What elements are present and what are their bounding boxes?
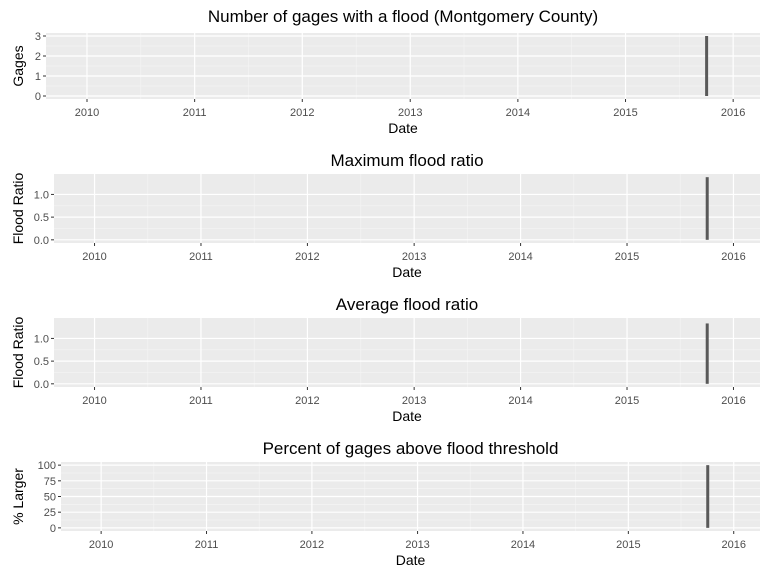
y-tick-label: 3 bbox=[35, 31, 41, 43]
x-tick-label: 2010 bbox=[89, 539, 113, 551]
x-tick-label: 2010 bbox=[75, 107, 99, 119]
y-tick-label: 1 bbox=[35, 71, 41, 83]
data-bar bbox=[705, 36, 709, 96]
y-axis-title: % Larger bbox=[10, 468, 26, 525]
data-bar bbox=[705, 323, 709, 384]
y-tick-label: 2 bbox=[35, 51, 41, 63]
x-tick-label: 2012 bbox=[290, 107, 314, 119]
x-tick-label: 2012 bbox=[295, 251, 319, 263]
y-tick-label: 0 bbox=[50, 523, 56, 535]
chart-panel-4: 2010 2011 2012 2013 2014 2015 2016 0 25 50 75 100 Pe… bbox=[10, 439, 760, 568]
y-tick-label: 1.0 bbox=[34, 333, 49, 345]
x-tick-label: 2012 bbox=[295, 395, 319, 407]
y-tick-label: 25 bbox=[44, 507, 56, 519]
data-bar bbox=[705, 177, 709, 240]
y-tick-label: 0.5 bbox=[34, 356, 49, 368]
x-tick-label: 2010 bbox=[82, 251, 106, 263]
x-tick-label: 2013 bbox=[402, 395, 426, 407]
data-bar bbox=[706, 465, 710, 528]
y-tick-label: 0.0 bbox=[34, 235, 49, 247]
x-tick-label: 2014 bbox=[506, 107, 530, 119]
x-axis-title: Date bbox=[392, 264, 422, 280]
x-tick-label: 2015 bbox=[616, 539, 640, 551]
chart-title: Average flood ratio bbox=[336, 295, 478, 314]
plot-background bbox=[54, 174, 760, 243]
x-tick-label: 2014 bbox=[508, 251, 532, 263]
x-tick-label: 2015 bbox=[615, 395, 639, 407]
y-axis-title: Gages bbox=[10, 45, 26, 86]
x-tick-label: 2012 bbox=[300, 539, 324, 551]
x-tick-label: 2015 bbox=[613, 107, 637, 119]
x-tick-label: 2011 bbox=[189, 395, 213, 407]
chart-title: Maximum flood ratio bbox=[330, 151, 483, 170]
y-axis-title: Flood Ratio bbox=[10, 172, 26, 244]
y-tick-label: 50 bbox=[44, 492, 56, 504]
x-tick-label: 2013 bbox=[402, 251, 426, 263]
x-tick-label: 2013 bbox=[398, 107, 422, 119]
x-tick-label: 2011 bbox=[183, 107, 207, 119]
chart-panel-2: 2010 2011 2012 2013 2014 2015 2016 0.0 0.5 1.0 Max… bbox=[10, 151, 760, 280]
y-axis-title: Flood Ratio bbox=[10, 316, 26, 388]
x-axis-title: Date bbox=[396, 552, 426, 568]
y-tick-label: 0.5 bbox=[34, 212, 49, 224]
y-tick-label: 1.0 bbox=[34, 189, 49, 201]
x-tick-label: 2015 bbox=[615, 251, 639, 263]
x-tick-label: 2016 bbox=[721, 395, 745, 407]
chart-panel-1: 2010 2011 2012 2013 2014 2015 2016 0 1 2 3 Number o… bbox=[10, 7, 760, 136]
x-tick-label: 2016 bbox=[721, 539, 745, 551]
x-tick-label: 2013 bbox=[405, 539, 429, 551]
y-tick-label: 75 bbox=[44, 476, 56, 488]
y-tick-label: 100 bbox=[38, 460, 56, 472]
x-tick-label: 2016 bbox=[721, 107, 745, 119]
chart-panel-3: 2010 2011 2012 2013 2014 2015 2016 0.0 0.5 1.0 Ave… bbox=[10, 295, 760, 424]
chart-title: Number of gages with a flood (Montgomery… bbox=[208, 7, 598, 26]
x-tick-label: 2014 bbox=[508, 395, 532, 407]
x-tick-label: 2010 bbox=[82, 395, 106, 407]
chart-title: Percent of gages above flood threshold bbox=[263, 439, 559, 458]
x-tick-label: 2011 bbox=[189, 251, 213, 263]
x-tick-label: 2016 bbox=[721, 251, 745, 263]
x-axis-title: Date bbox=[392, 408, 422, 424]
x-tick-label: 2014 bbox=[511, 539, 535, 551]
x-axis-title: Date bbox=[388, 120, 418, 136]
y-tick-label: 0 bbox=[35, 91, 41, 103]
plot-background bbox=[54, 318, 760, 387]
x-tick-label: 2011 bbox=[195, 539, 219, 551]
y-tick-label: 0.0 bbox=[34, 379, 49, 391]
